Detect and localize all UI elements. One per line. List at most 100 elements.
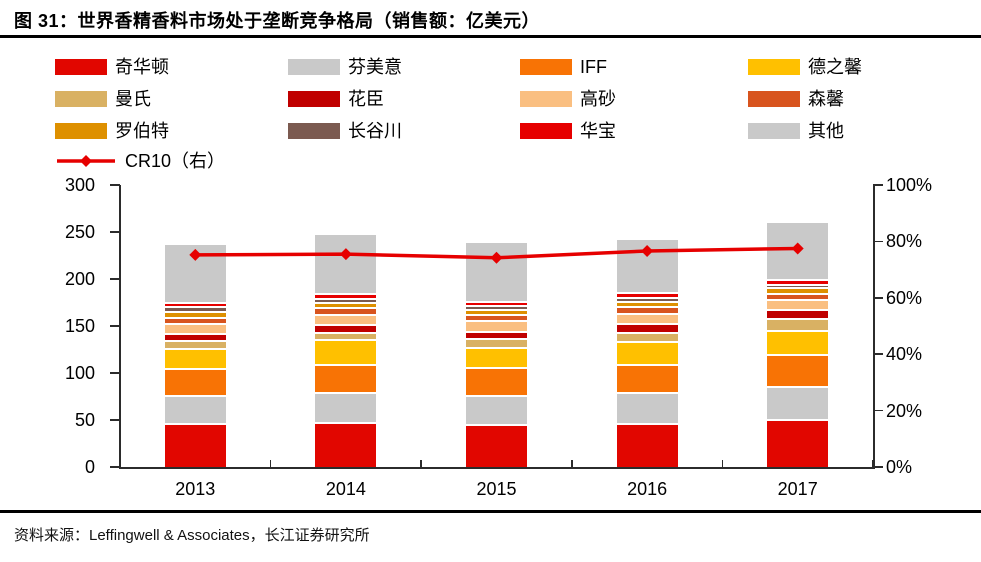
legend-label: 曼氏 [115,89,151,109]
left-axis-line [118,185,121,469]
right-axis-tick [873,409,883,412]
legend-label: 森馨 [808,89,844,109]
bar-segment-奇华顿-2013 [164,422,226,467]
bar-segment-花臣-2014 [315,324,377,332]
bar-segment-罗伯特-2017 [767,287,829,294]
bar-segment-德之馨-2017 [767,329,829,355]
bar-segment-芬美意-2015 [466,394,527,424]
bar-segment-罗伯特-2014 [315,302,377,308]
x-axis-label-2014: 2014 [325,479,366,499]
bar-segment-德之馨-2015 [466,346,527,368]
bar-segment-奇华顿-2014 [315,421,377,467]
legend-swatch [288,91,340,107]
bar-segment-华宝-2015 [466,300,527,306]
bar-segment-曼氏-2016 [616,331,678,341]
x-axis-tick [269,460,272,467]
bar-segment-其他-2014 [315,232,377,294]
legend-label: CR10（右） [125,151,226,171]
bar-segment-长谷川-2013 [164,306,226,311]
legend-item-3: IFF [520,57,607,77]
right-axis-label: 80% [886,231,923,252]
left-axis-label: 0 [84,457,95,477]
right-axis-line [872,185,875,469]
bar-segment-IFF-2015 [466,367,527,395]
bar-segment-奇华顿-2017 [767,418,829,467]
legend-item-4: 德之馨 [748,57,862,77]
bar-segment-曼氏-2015 [466,338,527,347]
legend-label: 花臣 [348,89,384,109]
legend-item-6: 花臣 [288,89,384,109]
legend-item-9: 罗伯特 [55,121,169,141]
bar-segment-长谷川-2017 [767,283,829,288]
x-axis-label-2015: 2015 [476,479,517,499]
title-underline [0,35,981,38]
bar-column-2017 [767,220,829,467]
x-axis-tick [721,460,724,467]
legend-item-11: 华宝 [520,121,616,141]
bar-segment-花臣-2013 [164,333,226,341]
x-axis-tick [119,460,121,467]
legend-label: IFF [580,57,607,77]
legend-item-1: 奇华顿 [55,57,169,77]
x-axis-label-2013: 2013 [175,479,216,499]
bar-column-2016 [616,237,678,467]
bar-segment-其他-2015 [466,241,527,301]
bar-segment-IFF-2014 [315,363,377,392]
legend-label: 芬美意 [348,57,402,77]
legend-label: 高砂 [580,89,616,109]
bar-segment-高砂-2016 [616,312,678,324]
bar-segment-芬美意-2013 [164,394,226,423]
bar-segment-高砂-2013 [164,323,226,334]
x-axis-line [118,466,875,469]
bar-segment-曼氏-2017 [767,318,829,330]
bar-segment-奇华顿-2015 [466,423,527,467]
bar-segment-其他-2017 [767,220,829,279]
left-axis-tick [110,372,120,374]
bar-segment-德之馨-2016 [616,340,678,365]
left-axis-label: 50 [74,410,95,430]
bar-segment-华宝-2016 [616,292,678,297]
legend-swatch [55,91,107,107]
legend-swatch [288,123,340,139]
legend-swatch [520,91,572,107]
bar-segment-华宝-2017 [767,278,829,284]
cr10-legend-marker [57,155,115,167]
bar-segment-华宝-2013 [164,301,226,307]
bar-segment-芬美意-2014 [315,391,377,422]
bar-segment-森馨-2013 [164,316,226,324]
left-axis-tick [110,325,120,327]
legend-swatch [520,123,572,139]
right-axis-label: 0% [886,457,913,477]
legend-swatch [520,59,572,75]
source-note: 资料来源：Leffingwell & Associates，长江证券研究所 [14,527,370,544]
bar-segment-德之馨-2014 [315,339,377,364]
legend-item-5: 曼氏 [55,89,151,109]
bar-segment-奇华顿-2016 [616,422,678,467]
legend-item-12: 其他 [748,121,844,141]
legend-label: 德之馨 [808,57,862,77]
right-axis-tick [873,353,883,355]
legend-swatch [748,59,800,75]
bar-segment-IFF-2017 [767,354,829,387]
x-axis-label-2016: 2016 [627,479,668,499]
x-axis-tick [872,460,874,467]
bar-segment-花臣-2015 [466,330,527,339]
legend-swatch [288,59,340,75]
legend-label: 其他 [808,121,844,141]
legend-swatch [55,59,107,75]
bar-segment-长谷川-2015 [466,305,527,310]
legend-swatch [748,91,800,107]
right-axis-label: 40% [886,344,923,365]
legend-item-7: 高砂 [520,89,616,109]
legend-item-8: 森馨 [748,89,844,109]
x-axis-tick [571,460,573,467]
bar-segment-森馨-2014 [315,307,377,314]
bar-segment-罗伯特-2016 [616,300,678,307]
right-axis-tick [873,297,883,299]
x-axis-label-2017: 2017 [777,479,818,499]
bar-segment-曼氏-2013 [164,340,226,349]
legend-label: 罗伯特 [115,121,169,141]
legend-swatch [748,123,800,139]
legend-label: 奇华顿 [115,57,169,77]
legend-item-2: 芬美意 [288,57,402,77]
